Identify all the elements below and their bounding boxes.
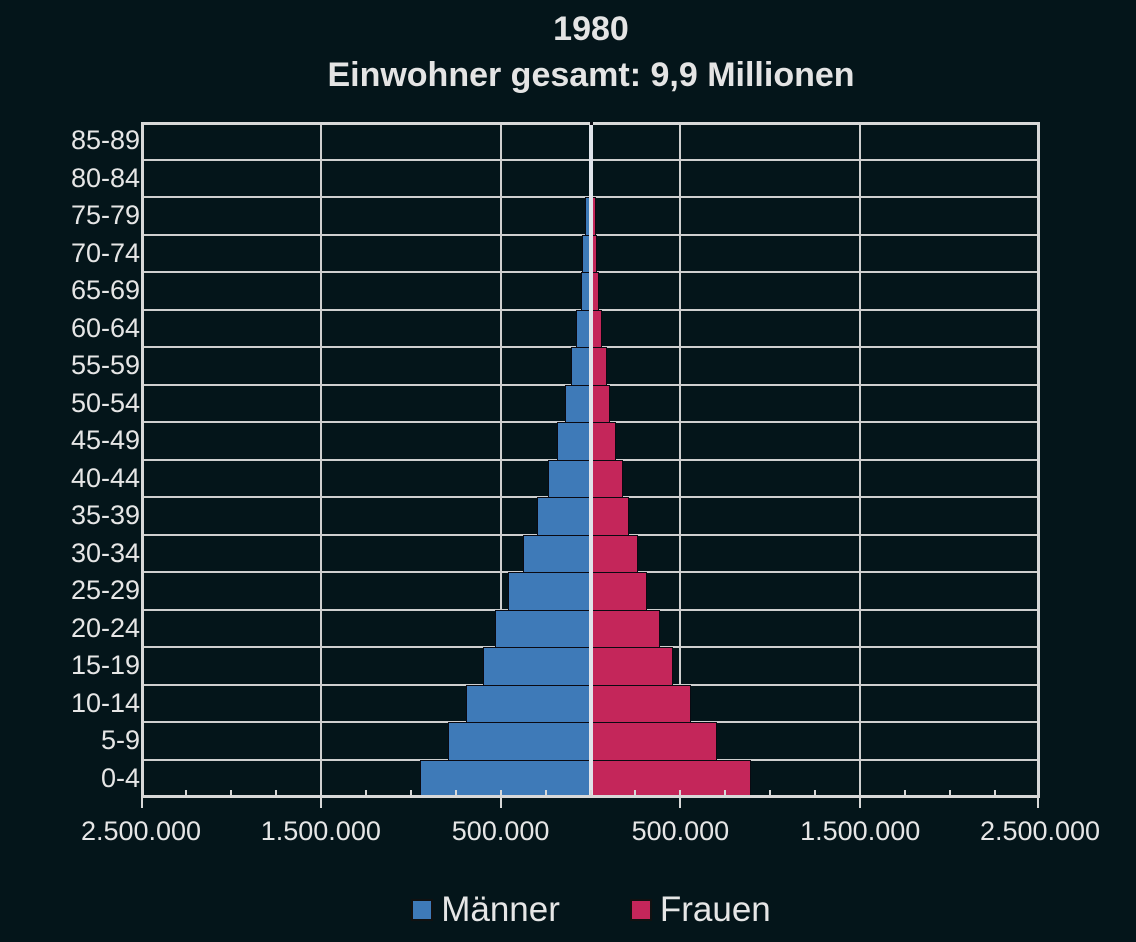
bar-women-45-49 — [590, 422, 616, 461]
minor-tick — [229, 790, 232, 796]
x-tick-label: 500.000 — [451, 816, 550, 846]
y-tick-label: 50-54 — [70, 387, 140, 418]
minor-tick — [184, 790, 187, 796]
bar-men-25-29 — [507, 572, 591, 611]
bar-women-15-19 — [590, 647, 674, 686]
y-tick-label: 70-74 — [70, 237, 140, 268]
y-tick-label: 15-19 — [70, 650, 140, 680]
bar-men-45-49 — [557, 422, 591, 461]
minor-tick — [994, 790, 997, 796]
y-tick-label: 10-14 — [70, 687, 140, 718]
y-tick-label: 60-64 — [70, 312, 140, 343]
y-tick-label: 85-89 — [70, 125, 140, 155]
major-tick — [319, 790, 322, 808]
major-tick — [679, 790, 682, 808]
y-tick-label: 25-29 — [70, 575, 140, 605]
bar-men-5-9 — [448, 722, 591, 761]
bar-women-50-54 — [590, 384, 611, 423]
x-tick-label: 1.500.000 — [800, 816, 921, 846]
x-tick-label: 2.500.000 — [979, 816, 1101, 846]
vertical-gridline — [679, 125, 682, 797]
y-tick-label: 80-84 — [70, 162, 140, 193]
minor-tick — [274, 790, 277, 796]
minor-tick — [949, 790, 952, 796]
y-tick-label: 55-59 — [70, 350, 140, 380]
bar-women-20-24 — [590, 609, 660, 648]
plot-area — [141, 122, 1040, 798]
bar-women-40-44 — [590, 459, 623, 498]
bar-women-30-34 — [590, 534, 639, 573]
bar-men-35-39 — [536, 497, 591, 536]
major-tick — [859, 790, 862, 808]
bar-men-0-4 — [419, 759, 591, 798]
x-axis-line — [141, 795, 1040, 798]
bar-men-50-54 — [565, 384, 591, 423]
legend-item-men: Männer — [411, 890, 560, 930]
bar-men-40-44 — [548, 459, 591, 498]
bar-men-15-19 — [482, 647, 591, 686]
y-tick-label: 5-9 — [100, 725, 140, 755]
y-tick-label: 75-79 — [70, 200, 140, 230]
major-tick — [1037, 790, 1039, 808]
major-tick — [499, 790, 502, 808]
bar-women-25-29 — [590, 572, 648, 611]
minor-tick — [544, 790, 547, 796]
bar-women-35-39 — [590, 497, 630, 536]
center-axis-line — [588, 125, 593, 797]
bar-women-0-4 — [590, 759, 751, 798]
x-tick-label: 1.500.000 — [260, 816, 381, 846]
minor-tick — [454, 790, 457, 796]
bar-women-5-9 — [590, 722, 718, 761]
y-tick-label: 0-4 — [100, 762, 140, 793]
minor-tick — [409, 790, 412, 796]
y-tick-label: 20-24 — [70, 612, 140, 643]
bar-men-10-14 — [466, 684, 591, 723]
minor-tick — [724, 790, 727, 796]
chart-title-year: 1980 — [553, 10, 629, 48]
chart-subtitle-total: Einwohner gesamt: 9,9 Millionen — [327, 56, 855, 94]
legend-swatch-women — [629, 899, 652, 921]
y-tick-label: 65-69 — [70, 275, 140, 305]
y-tick-label: 30-34 — [70, 537, 140, 568]
minor-tick — [769, 790, 772, 796]
y-tick-label: 35-39 — [70, 500, 140, 530]
minor-tick — [589, 790, 592, 796]
legend-label-men: Männer — [441, 890, 560, 929]
minor-tick — [364, 790, 367, 796]
bar-women-55-59 — [590, 347, 607, 386]
legend-swatch-men — [411, 899, 434, 921]
legend-label-women: Frauen — [659, 890, 771, 929]
y-tick-label: 45-49 — [70, 425, 140, 455]
y-tick-label: 40-44 — [70, 462, 140, 493]
x-tick-label: 500.000 — [631, 816, 730, 846]
vertical-gridline — [859, 125, 862, 797]
legend-item-women: Frauen — [629, 890, 771, 930]
bar-men-30-34 — [523, 534, 591, 573]
minor-tick — [814, 790, 817, 796]
minor-tick — [634, 790, 637, 796]
vertical-gridline — [319, 125, 322, 797]
vertical-gridline — [499, 125, 502, 797]
x-tick-label: 2.500.000 — [80, 816, 202, 846]
bar-men-20-24 — [495, 609, 591, 648]
major-tick — [141, 790, 143, 808]
legend: Männer Frauen — [0, 890, 1136, 930]
minor-tick — [904, 790, 907, 796]
bar-women-10-14 — [590, 684, 692, 723]
